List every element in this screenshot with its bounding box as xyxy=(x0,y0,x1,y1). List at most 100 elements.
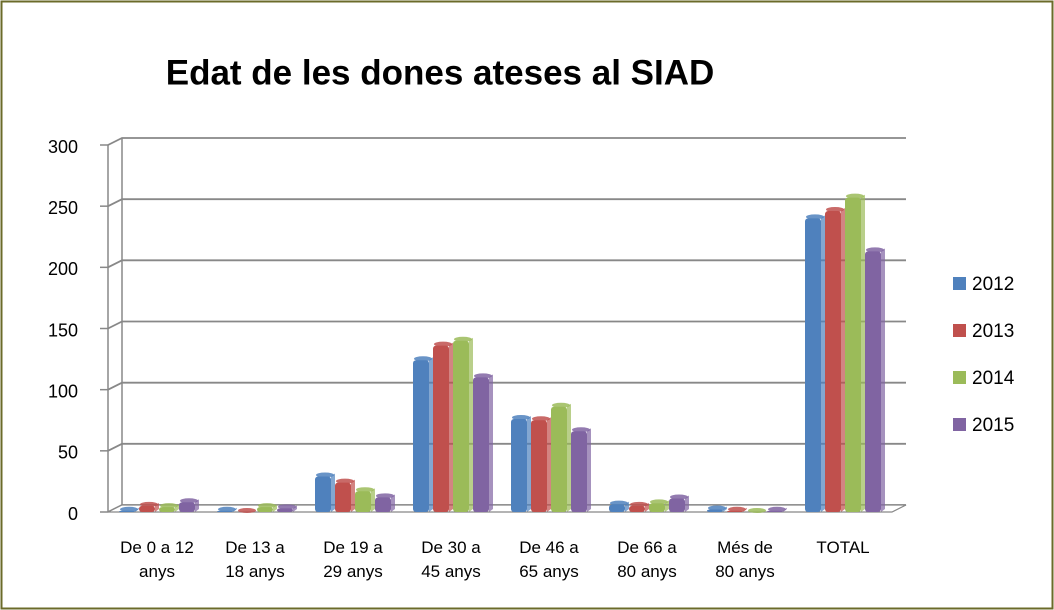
bar-side xyxy=(861,194,865,512)
grid-line xyxy=(107,137,906,146)
y-tick-label: 100 xyxy=(48,381,78,401)
bar-group xyxy=(805,214,825,512)
bar-side xyxy=(547,417,551,512)
bar xyxy=(865,251,881,512)
bar xyxy=(825,211,841,512)
bar-group xyxy=(238,508,257,513)
bar-group xyxy=(727,506,747,512)
bar-group xyxy=(413,356,433,512)
bar xyxy=(335,482,351,512)
legend-swatch xyxy=(953,371,966,384)
chart-title: Edat de les dones ateses al SIAD xyxy=(166,53,715,92)
y-tick-label: 200 xyxy=(48,259,78,279)
bar-cap xyxy=(180,498,198,504)
bar-side xyxy=(371,488,375,512)
bar xyxy=(845,197,861,512)
bar xyxy=(453,340,469,512)
bar xyxy=(767,510,783,512)
y-tick-label: 300 xyxy=(48,137,78,157)
legend-label: 2012 xyxy=(972,274,1014,295)
bar-cap xyxy=(670,494,688,500)
bar-side xyxy=(685,495,689,512)
bar-side xyxy=(293,505,297,512)
bar-group xyxy=(473,373,493,512)
bar-cap xyxy=(336,478,354,484)
bar-cap xyxy=(846,193,864,199)
bar-group xyxy=(119,506,139,512)
bar-cap xyxy=(768,506,786,512)
bar-cap xyxy=(866,247,884,253)
bar xyxy=(139,505,155,512)
grid-line xyxy=(107,381,906,391)
grid-line xyxy=(107,442,906,452)
bar-group xyxy=(845,193,865,512)
bar-cap xyxy=(454,336,472,342)
bar-side xyxy=(821,215,825,512)
bar-side xyxy=(449,342,453,512)
legend-label: 2013 xyxy=(972,321,1014,342)
bar-cap xyxy=(630,501,648,507)
bar-group xyxy=(217,506,237,512)
bar xyxy=(375,497,391,512)
bar xyxy=(669,498,685,512)
bar xyxy=(413,360,429,512)
bar-side xyxy=(723,506,727,512)
bar xyxy=(257,507,273,512)
bar-cap xyxy=(748,508,766,513)
bar-group xyxy=(629,501,649,512)
bar xyxy=(551,406,567,512)
bar-group xyxy=(649,499,669,512)
bar-cap xyxy=(356,487,374,493)
x-tick-label: De 19 a 29 anys xyxy=(323,538,383,581)
bar xyxy=(433,345,449,512)
bar xyxy=(531,420,547,512)
bar-side xyxy=(175,504,179,512)
bar xyxy=(315,476,331,512)
bar-side xyxy=(331,473,335,512)
bar-cap xyxy=(532,416,550,422)
bar-group xyxy=(865,247,885,512)
bar-group xyxy=(179,498,199,512)
legend-label: 2014 xyxy=(972,368,1015,389)
bar xyxy=(571,431,587,512)
bar xyxy=(355,491,371,512)
bar-group xyxy=(748,508,767,513)
bar-group xyxy=(571,427,591,512)
y-tick-label: 250 xyxy=(48,198,78,218)
x-tick-label: De 46 a 65 anys xyxy=(519,538,579,581)
bar-cap xyxy=(218,506,236,512)
bar-group xyxy=(531,416,551,512)
bar-cap xyxy=(806,214,824,220)
grid-line xyxy=(107,320,906,330)
bar-side xyxy=(273,504,277,512)
y-tick-label: 0 xyxy=(68,504,78,524)
bar-group xyxy=(551,402,571,512)
bar xyxy=(217,510,233,512)
bar xyxy=(629,505,645,512)
bar-group xyxy=(159,503,179,512)
bar-group xyxy=(767,506,787,512)
bar-group xyxy=(669,494,689,512)
bar-cap xyxy=(278,504,296,510)
legend-swatch xyxy=(953,324,966,337)
bar xyxy=(119,510,135,512)
bar-group xyxy=(375,493,395,512)
bar-cap xyxy=(316,472,334,478)
x-tick-label: TOTAL xyxy=(816,538,870,557)
bar-group xyxy=(707,505,727,512)
bar xyxy=(179,502,195,512)
bar-side xyxy=(587,428,591,512)
legend-swatch xyxy=(953,418,966,431)
bar-group xyxy=(315,472,335,512)
bar-cap xyxy=(572,427,590,433)
bar-cap xyxy=(376,493,394,499)
bar-side xyxy=(429,357,433,512)
bar-group xyxy=(277,504,297,512)
bar xyxy=(649,503,665,512)
x-tick-label: Més de 80 anys xyxy=(715,538,775,581)
bar-cap xyxy=(610,500,628,506)
bar-cap xyxy=(552,402,570,408)
bar xyxy=(707,509,723,512)
bar xyxy=(727,510,743,512)
